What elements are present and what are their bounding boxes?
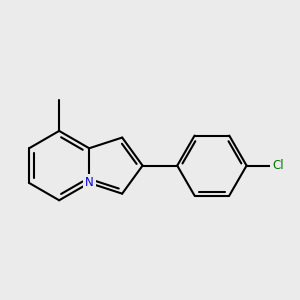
Text: N: N [85,176,94,189]
Text: Cl: Cl [273,159,284,172]
